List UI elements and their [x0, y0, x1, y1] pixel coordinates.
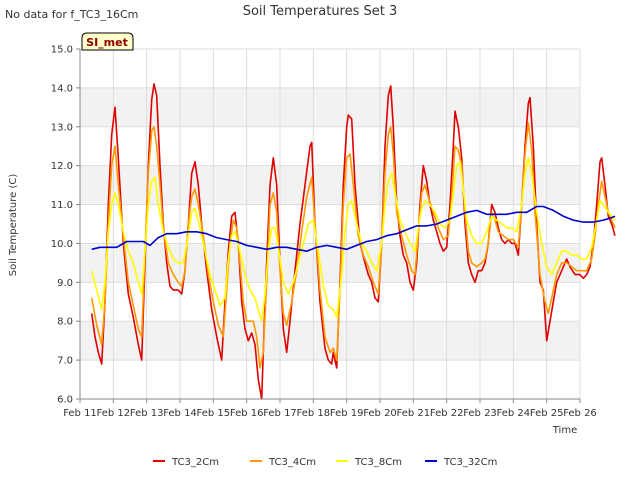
- x-tick-labels: Feb 11 Feb 12 Feb 13 Feb 14 Feb 15 Feb 16 Feb …: [63, 399, 597, 419]
- x-tick-label: Feb 13: [130, 408, 164, 419]
- x-tick-label: Feb 11: [63, 408, 97, 419]
- x-tick-label: Feb 14: [163, 408, 197, 419]
- series-line-tc3-4cm: [90, 122, 616, 369]
- x-tick-label: Feb 21: [397, 408, 431, 419]
- x-tick-label: Feb 23: [463, 408, 497, 419]
- band: [80, 243, 580, 283]
- y-tick-label: 7.0: [57, 356, 73, 367]
- y-tick-label: 15.0: [51, 45, 73, 56]
- series-line-tc3-2cm: [90, 83, 616, 400]
- x-axis-label: Time: [552, 425, 577, 436]
- y-axis-label: Soil Temperature (C): [8, 174, 19, 277]
- y-tick-label: 14.0: [51, 83, 73, 94]
- y-tick-labels: 6.0 7.0 8.0 9.0 10.0 11.0 12.0 13.0 14.0 15.0: [51, 45, 80, 406]
- legend-label: TC3_4Cm: [268, 457, 316, 468]
- x-tick-label: Feb 26: [563, 408, 597, 419]
- band: [80, 87, 580, 127]
- x-tick-label: Feb 25: [530, 408, 564, 419]
- x-tick-label: Feb 17: [263, 408, 297, 419]
- y-tick-label: 13.0: [51, 122, 73, 133]
- x-tick-label: Feb 12: [97, 408, 131, 419]
- y-tick-label: 8.0: [57, 317, 73, 328]
- legend-label: TC3_2Cm: [171, 457, 219, 468]
- plot-background: [80, 49, 580, 399]
- series-line-tc3-32cm: [91, 205, 616, 252]
- x-tick-label: Feb 19: [330, 408, 364, 419]
- series-lines: [90, 83, 616, 400]
- x-tick-label: Feb 22: [430, 408, 464, 419]
- legend-label: TC3_32Cm: [443, 457, 497, 468]
- axes: [79, 49, 580, 400]
- badge-box: [81, 32, 134, 51]
- x-tick-label: Feb 24: [497, 408, 531, 419]
- chart-title: Soil Temperatures Set 3: [243, 4, 398, 19]
- series-line-tc3-8cm: [90, 157, 616, 322]
- y-tick-label: 6.0: [57, 395, 73, 406]
- no-data-note: No data for f_TC3_16Cm: [5, 8, 138, 21]
- x-tick-label: Feb 18: [297, 408, 331, 419]
- y-tick-label: 11.0: [51, 200, 73, 211]
- x-tick-label: Feb 16: [230, 408, 264, 419]
- site-badge: SI_met: [81, 32, 134, 51]
- badge-label: SI_met: [86, 36, 128, 49]
- legend-label: TC3_8Cm: [354, 457, 402, 468]
- legend: TC3_2Cm TC3_4Cm TC3_8Cm TC3_32Cm: [153, 457, 497, 468]
- y-tick-label: 10.0: [51, 239, 73, 250]
- y-tick-label: 9.0: [57, 278, 73, 289]
- x-tick-label: Feb 20: [363, 408, 397, 419]
- x-tick-label: Feb 15: [197, 408, 231, 419]
- y-tick-label: 12.0: [51, 161, 73, 172]
- band: [80, 321, 580, 361]
- band: [80, 165, 580, 205]
